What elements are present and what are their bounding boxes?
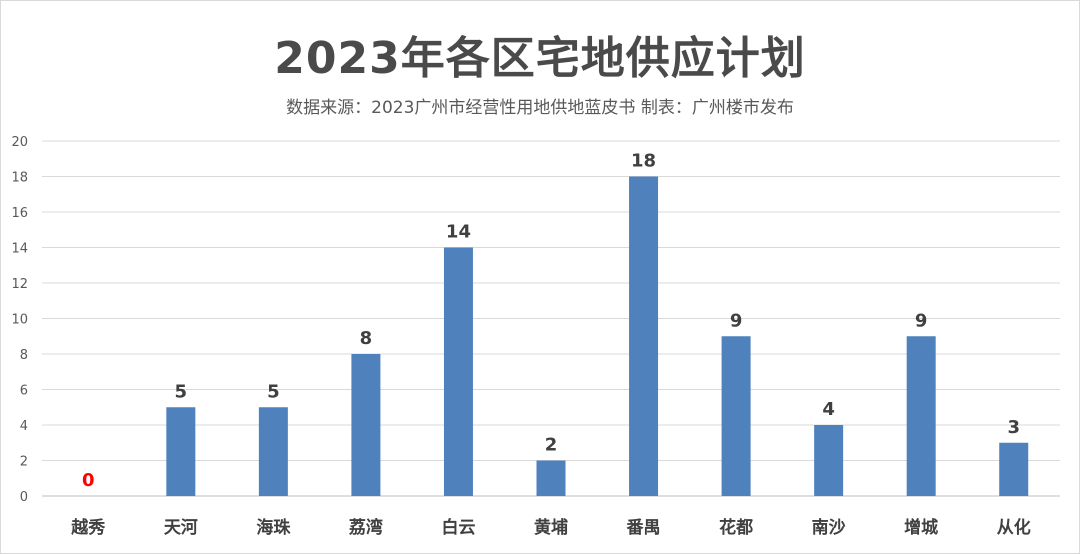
y-tick-label: 16	[11, 206, 28, 221]
bar	[536, 460, 566, 496]
x-tick-label: 番禺	[626, 518, 661, 538]
x-tick-label: 黄埔	[534, 517, 568, 538]
data-label: 8	[360, 328, 373, 349]
y-tick-label: 8	[20, 348, 28, 363]
data-label: 2	[545, 435, 558, 456]
y-tick-label: 12	[11, 277, 28, 292]
data-label: 5	[267, 381, 280, 402]
y-tick-label: 2	[20, 455, 28, 470]
y-tick-label: 4	[20, 419, 28, 434]
gridlines	[42, 140, 1060, 497]
bar	[721, 336, 751, 496]
data-label: 9	[730, 310, 743, 331]
x-tick-label: 南沙	[812, 517, 846, 538]
x-tick-label: 越秀	[70, 517, 105, 538]
x-axis-ticks: 越秀 天河 海珠 荔湾 白云 黄埔 番禺 花都 南沙 增城 从化	[70, 517, 1030, 538]
y-tick-label: 6	[20, 384, 28, 399]
bar	[629, 176, 659, 496]
bar	[906, 336, 936, 496]
chart-title: 2023年各区宅地供应计划	[274, 33, 806, 84]
data-label: 9	[915, 310, 928, 331]
x-tick-label: 荔湾	[348, 517, 383, 538]
x-tick-label: 增城	[904, 517, 938, 538]
x-tick-label: 海珠	[256, 517, 291, 538]
y-axis-ticks: 0 2 4 6 8 10 12 14 16 18 20	[11, 135, 28, 505]
data-label: 18	[631, 151, 656, 172]
bar	[258, 407, 288, 496]
data-label: 3	[1007, 417, 1020, 438]
bar	[166, 407, 196, 496]
data-label: 5	[175, 381, 188, 402]
y-tick-label: 14	[11, 242, 28, 257]
y-tick-label: 18	[11, 171, 28, 186]
bar	[814, 425, 844, 496]
bar	[351, 354, 381, 496]
data-label: 0	[82, 470, 95, 491]
x-tick-label: 白云	[441, 517, 475, 538]
bar-series	[166, 176, 1029, 496]
data-label: 4	[822, 399, 835, 420]
x-tick-label: 天河	[164, 518, 198, 538]
y-tick-label: 20	[11, 135, 28, 150]
y-tick-label: 10	[11, 313, 28, 328]
chart-subtitle: 数据来源：2023广州市经营性用地供地蓝皮书 制表：广州楼市发布	[286, 98, 794, 118]
bar	[999, 442, 1029, 496]
bar	[443, 247, 473, 496]
data-labels: 0 5 5 8 14 2 18 9 4 9 3	[82, 151, 1020, 492]
x-tick-label: 从化	[997, 517, 1031, 538]
data-label: 14	[446, 222, 471, 243]
x-tick-label: 花都	[719, 517, 753, 538]
y-tick-label: 0	[20, 490, 28, 505]
